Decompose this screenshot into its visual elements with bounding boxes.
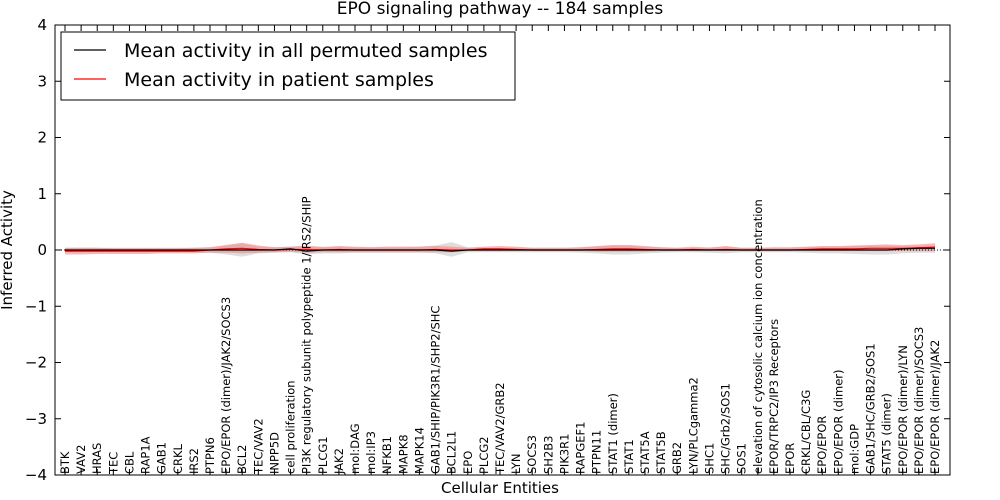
x-tick-label-rap1a: RAP1A [139,436,153,474]
x-axis-label: Cellular Entities [441,479,559,497]
legend-label-patient: Mean activity in patient samples [124,69,434,91]
x-tick-label-rapgef1: RAPGEF1 [574,422,588,474]
line-permuted [65,247,935,252]
y-tick-label: 3 [37,72,47,90]
x-tick-label-lyn: LYN [509,453,523,474]
chart-title: EPO signaling pathway -- 184 samples [337,0,664,19]
x-tick-label-epo-epor-dimer: EPO/EPOR (dimer) [831,370,845,475]
y-tick-label: 0 [37,241,47,259]
x-tick-label-stat1-dimer: STAT1 (dimer) [606,393,620,474]
x-tick-label-sos1: SOS1 [735,443,749,474]
x-tick-label-sh2b3: SH2B3 [541,436,555,474]
x-tick-label-inpp5d: INPP5D [267,432,281,474]
x-tick-label-crkl: CRKL [171,443,185,474]
x-tick-label-tec-vav2: TEC/VAV2 [251,418,265,475]
legend-label-permuted: Mean activity in all permuted samples [124,40,487,62]
x-tick-label-epor: EPOR [783,443,797,474]
x-tick-label-crkl-cbl-c3g: CRKL/CBL/C3G [799,390,813,474]
x-tick-label-stat5a: STAT5A [638,431,652,474]
x-tick-label-epo-epor-dimer-jak2: EPO/EPOR (dimer)/JAK2 [928,340,942,474]
y-tick-label: 2 [37,129,47,147]
y-tick-label: 4 [37,16,47,34]
x-tick-label-mapk14: MAPK14 [412,427,426,474]
y-tick-label: 1 [37,185,47,203]
x-axis: BTK VAV2 HRAS TEC CBL RAP1A GAB1 CRKL IRS2 PTPN6 E… [58,25,942,475]
legend: Mean activity in all permuted samples Me… [60,31,516,101]
y-axis: −4 −3 −2 −1 0 1 2 3 4 [25,16,950,484]
x-tick-label-stat5-dimer: STAT5 (dimer) [880,393,894,474]
x-tick-label-epo-epor-dimer-lyn: EPO/EPOR (dimer)/LYN [896,345,910,474]
x-tick-label-mol-dag: mol:DAG [348,423,362,474]
x-tick-label-stat1: STAT1 [622,439,636,474]
y-tick-label: −2 [25,354,47,372]
x-tick-label-gab1-shc-grb2-sos1: GAB1/SHC/GRB2/SOS1 [864,343,878,474]
x-tick-label-hras: HRAS [90,443,104,474]
x-tick-label-shc-grb2-sos1: SHC/Grb2/SOS1 [719,383,733,474]
x-tick-label-ptpn11: PTPN11 [590,430,604,474]
x-tick-label-mol-gdp: mol:GDP [847,424,861,474]
x-tick-label-cbl: CBL [122,451,136,474]
x-tick-label-plcg2: PLCG2 [477,436,491,474]
x-tick-label-grb2: GRB2 [670,442,684,474]
x-tick-label-mol-ip3: mol:IP3 [364,431,378,474]
x-tick-label-pik3r1: PIK3R1 [557,434,571,475]
x-tick-label-epo-epor-dimer-jak2-socs3: EPO/EPOR (dimer)/JAK2/SOCS3 [219,297,233,474]
x-tick-label-epo: EPO [461,451,475,474]
x-tick-label-epo-epor-dimer-socs3: EPO/EPOR (dimer)/SOCS3 [912,327,926,474]
x-tick-label-bcl2: BCL2 [235,445,249,474]
legend-box [60,31,516,101]
x-tick-label-vav2: VAV2 [74,445,88,474]
x-tick-label-lyn-plcgamma2: LYN/PLCgamma2 [686,377,700,474]
x-tick-label-irs2: IRS2 [187,448,201,474]
x-tick-label-gab1: GAB1 [155,442,169,474]
x-tick-label-nfkb1: NFKB1 [380,436,394,474]
y-tick-label: −3 [25,410,47,428]
y-tick-label: −4 [25,466,47,484]
y-axis-label: Inferred Activity [0,190,16,310]
x-tick-label-plcg1: PLCG1 [316,436,330,474]
x-tick-label-epo-epor: EPO/EPOR [815,416,829,474]
x-tick-label-gab1-ship-pik3r1-shp2-shc: GAB1/SHIP/PIK3R1/SHP2/SHC [429,306,443,474]
x-tick-label-bcl2l1: BCL2L1 [445,431,459,474]
x-tick-label-socs3: SOCS3 [525,435,539,474]
x-tick-label-tec-vav2-grb2: TEC/VAV2/GRB2 [493,382,507,475]
x-tick-label-btk: BTK [58,451,72,474]
x-tick-label-tec: TEC [106,452,120,475]
x-tick-label-elevation-of-cytosolic-calcium-ion-concentration: elevation of cytosolic calcium ion conce… [751,199,765,474]
x-tick-label-shc1: SHC1 [702,443,716,474]
x-tick-label-mapk8: MAPK8 [396,434,410,474]
x-tick-label-stat5b: STAT5B [654,431,668,474]
x-tick-label-epor-trpc2-ip3-receptors: EPOR/TRPC2/IP3 Receptors [767,319,781,474]
x-tick-label-pi3k-regulatory-subunit-polypeptide-1-irs2-ship: PI3K regulatory subunit polypeptide 1/IR… [300,196,314,474]
x-tick-label-jak2: JAK2 [332,448,346,475]
x-tick-label-ptpn6: PTPN6 [203,437,217,474]
y-tick-label: −1 [25,297,47,315]
x-tick-label-cell-proliferation: cell proliferation [284,380,298,474]
series-lines [65,246,936,252]
